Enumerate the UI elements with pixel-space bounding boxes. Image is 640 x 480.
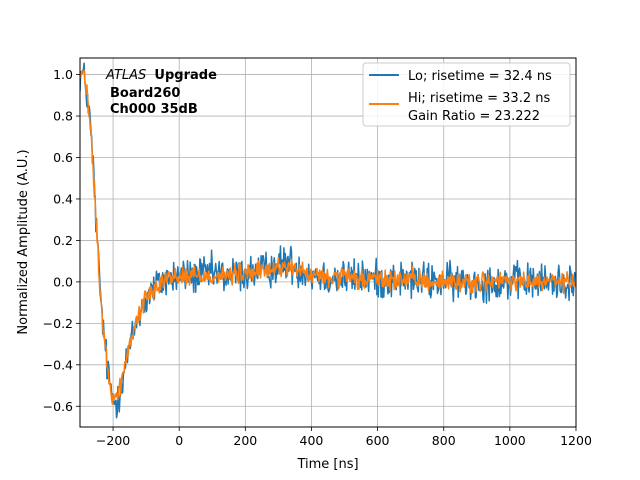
y-tick-label: 0.4 [53,191,73,206]
y-tick-label: 1.0 [53,67,73,82]
series-line-hi [80,69,576,405]
x-tick-label: 400 [300,433,324,448]
legend-label-hi-line1: Hi; risetime = 33.2 ns [408,91,550,106]
plot-area [80,62,576,419]
x-tick-label: −200 [96,433,130,448]
legend-label-lo: Lo; risetime = 32.4 ns [408,69,552,84]
annotation-upgrade: Upgrade [154,68,217,83]
y-tick-label: 0.2 [53,233,73,248]
atlas-annotation: ATLAS Upgrade Board260 Ch000 35dB [105,68,217,117]
legend-box [362,62,571,127]
x-tick-label: 1200 [560,433,592,448]
legend-label-hi-line2: Gain Ratio = 23.222 [408,109,540,124]
annotation-line-1: ATLAS Upgrade [105,68,217,83]
y-tick-label: −0.2 [43,316,73,331]
x-tick-label: 0 [175,433,183,448]
x-tick-label: 800 [432,433,456,448]
x-axis-label: Time [ns] [296,457,358,472]
axes-frame [79,57,577,428]
annotation-atlas: ATLAS [105,68,146,83]
annotation-channel: Ch000 35dB [110,102,198,117]
y-tick-label: −0.6 [43,399,73,414]
y-axis-label: Normalized Amplitude (A.U.) [16,149,31,334]
y-tick-label: 0.8 [53,109,73,124]
x-tick-label: 200 [233,433,257,448]
y-tick-label: −0.4 [43,357,73,372]
x-tick-label: 1000 [494,433,526,448]
legend: Lo; risetime = 32.4 ns Hi; risetime = 33… [362,62,571,127]
x-tick-label: 600 [366,433,390,448]
axis-ticks: −200 0 200 400 600 800 1000 1200 −0.6 −0.4 −0.2 0.0… [43,67,592,448]
annotation-board: Board260 [110,86,180,101]
y-tick-label: 0.6 [53,150,73,165]
series-layer [80,62,576,419]
y-tick-label: 0.0 [53,274,73,289]
